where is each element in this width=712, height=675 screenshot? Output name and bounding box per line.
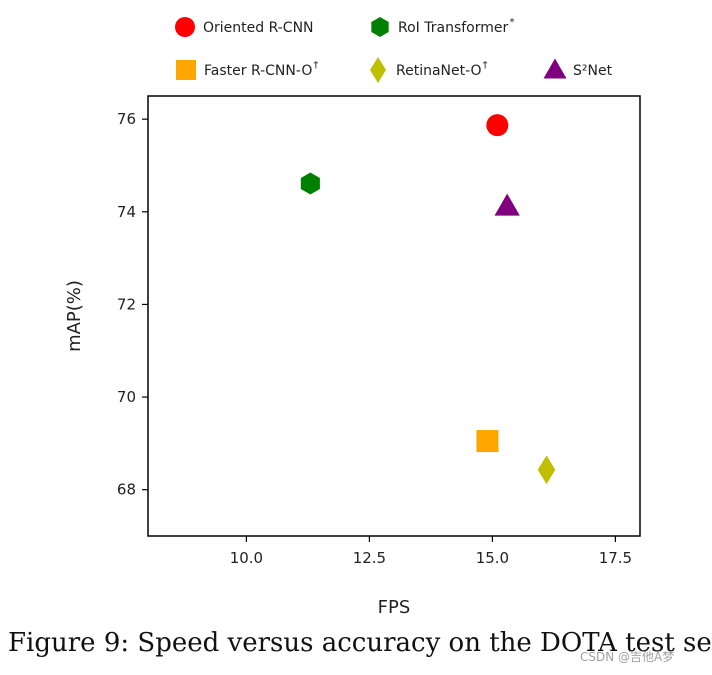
data-point: [494, 193, 520, 216]
y-tick-label: 76: [117, 110, 136, 128]
x-axis-ticks: 10.0 12.5 15.0 17.5: [230, 536, 632, 567]
legend: Oriented R-CNN RoI Transformer * Faster R-C…: [175, 17, 613, 83]
legend-label-superscript: †: [313, 60, 318, 71]
y-tick-label: 70: [117, 388, 136, 406]
y-tick-label: 74: [117, 203, 136, 221]
legend-item: S²Net: [543, 58, 613, 79]
legend-label: Oriented R-CNN: [203, 20, 314, 36]
legend-label-superscript: *: [509, 17, 514, 28]
legend-marker: [176, 60, 196, 80]
y-axis-label: mAP(%): [64, 280, 85, 352]
x-tick-label: 17.5: [599, 549, 632, 567]
x-tick-label: 15.0: [476, 549, 509, 567]
data-point: [476, 430, 499, 453]
legend-label-superscript: †: [483, 60, 488, 71]
x-tick-label: 10.0: [230, 549, 263, 567]
data-point: [486, 114, 509, 137]
legend-marker: [370, 57, 386, 83]
legend-item: Faster R-CNN-O †: [176, 60, 318, 80]
legend-item: RetinaNet-O †: [370, 57, 488, 83]
legend-item: RoI Transformer *: [371, 17, 514, 37]
y-axis-ticks: 68 70 72 74 76: [117, 110, 148, 499]
data-point: [537, 455, 556, 485]
legend-marker: [543, 58, 567, 79]
legend-marker: [175, 17, 195, 37]
legend-label: Faster R-CNN-O: [204, 63, 312, 79]
plot-frame: [147, 95, 641, 537]
figure-caption: Figure 9: Speed versus accuracy on the D…: [8, 628, 712, 658]
y-tick-label: 72: [117, 295, 136, 313]
data-points: [300, 114, 556, 485]
legend-label: RoI Transformer: [398, 20, 508, 36]
x-tick-label: 12.5: [353, 549, 386, 567]
legend-label: RetinaNet-O: [396, 63, 482, 79]
legend-item: Oriented R-CNN: [175, 17, 314, 37]
data-point: [300, 172, 320, 195]
y-tick-label: 68: [117, 481, 136, 499]
watermark: CSDN @吉他A梦: [580, 650, 675, 664]
legend-marker: [371, 17, 389, 37]
legend-label: S²Net: [573, 63, 613, 79]
x-axis-label: FPS: [378, 597, 411, 618]
